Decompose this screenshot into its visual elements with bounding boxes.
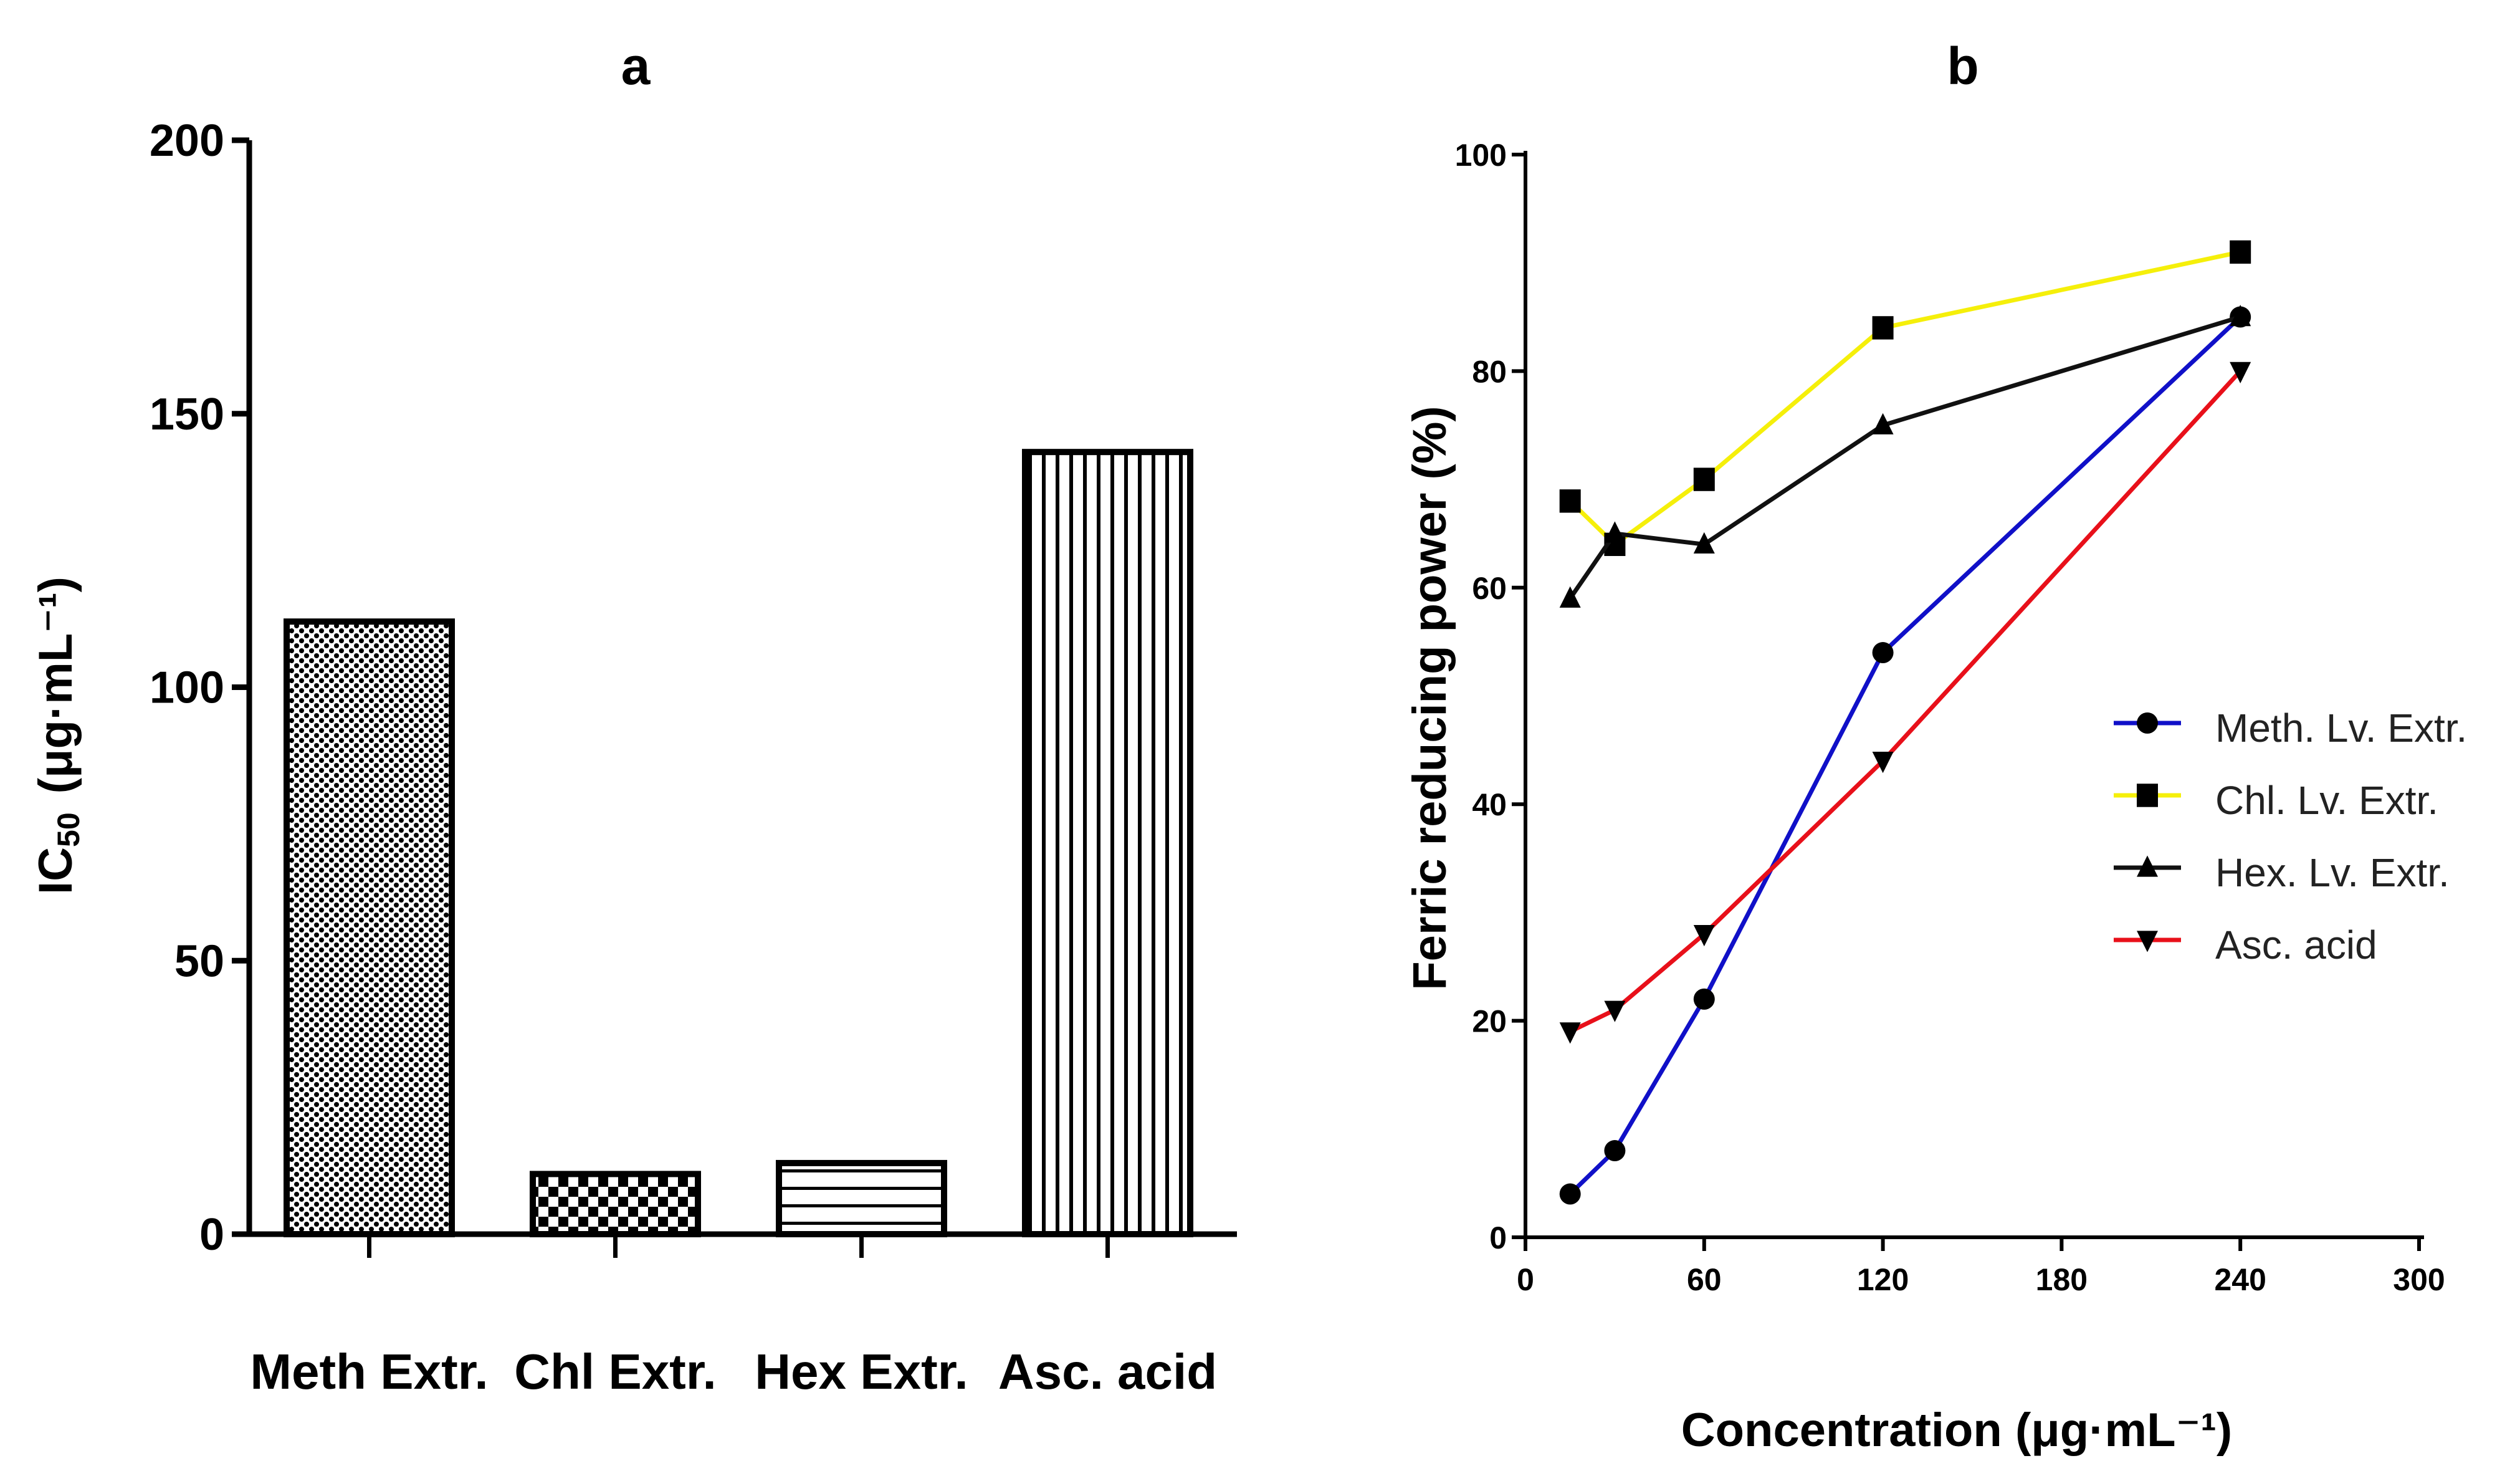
panel-b-y-ticks: 0 20 40 60 80 100 (1455, 138, 1525, 1255)
x-tick-label: 120 (1857, 1262, 1909, 1297)
data-point-triangle-down (1693, 924, 1715, 947)
ylabel-main: IC (29, 847, 82, 894)
panel-a-label: a (621, 37, 651, 95)
y-tick-label: 40 (1472, 787, 1507, 822)
panel-a-y-axis-title: IC50 (μg·mL⁻¹) (29, 577, 86, 894)
ylabel-units: (μg·mL⁻¹) (29, 577, 82, 793)
data-point-circle (1559, 1183, 1581, 1205)
y-tick-label: 50 (174, 936, 224, 986)
legend-item: Asc. acid (2114, 923, 2377, 967)
bar (1022, 449, 1193, 1237)
series-line (1568, 249, 2241, 547)
ylabel-subscript: 50 (51, 812, 86, 847)
y-tick-label: 200 (150, 116, 224, 166)
data-point-triangle-up (1559, 586, 1581, 608)
y-tick-label: 0 (1489, 1220, 1507, 1255)
category-label: Chl Extr. (514, 1344, 717, 1399)
panel-b-label: b (1947, 37, 1978, 95)
series-asc-acid (1559, 362, 2251, 1044)
data-point-circle (1872, 642, 1894, 664)
category-label: Meth Extr. (250, 1344, 488, 1399)
panel-b-series (1559, 240, 2251, 1205)
series-line (1568, 315, 2242, 1196)
y-tick-label: 80 (1472, 354, 1507, 389)
data-point-triangle-down (1604, 1000, 1626, 1022)
data-point-triangle-down (1872, 752, 1894, 774)
data-point-triangle-up (1604, 521, 1626, 543)
panel-b-x-ticks: 0 60 120 180 240 300 (1517, 1237, 2445, 1297)
x-tick-label: 240 (2214, 1262, 2266, 1297)
data-point-square (2230, 240, 2251, 264)
legend-item: Meth. Lv. Extr. (2114, 706, 2467, 750)
panel-a-x-ticks (367, 1234, 1110, 1258)
series-hex-lv-extr (1559, 305, 2251, 608)
bar (776, 1159, 947, 1238)
legend-label: Meth. Lv. Extr. (2215, 706, 2467, 750)
data-point-triangle-down (2137, 931, 2158, 952)
x-tick-label: 60 (1687, 1262, 1722, 1297)
data-point-triangle-up (1693, 532, 1715, 554)
series-line (1568, 315, 2241, 600)
y-tick-label: 60 (1472, 571, 1507, 606)
category-label: Hex Extr. (755, 1344, 968, 1399)
data-point-triangle-up (2230, 305, 2251, 327)
data-point-square (1559, 489, 1581, 513)
y-tick-label: 150 (150, 390, 224, 439)
legend-label: Chl. Lv. Extr. (2215, 778, 2438, 823)
x-tick-label: 180 (2036, 1262, 2088, 1297)
panel-a-y-ticks: 0 50 100 150 200 (150, 116, 249, 1260)
series-meth-lv-extr (1559, 306, 2251, 1205)
y-tick-label: 100 (1455, 138, 1507, 173)
data-point-circle (2137, 712, 2158, 734)
category-label: Asc. acid (998, 1344, 1217, 1399)
y-tick-label: 100 (150, 663, 224, 713)
panel-b-x-axis-title: Concentration (μg·mL⁻¹) (1681, 1404, 2233, 1457)
data-point-triangle-down (1559, 1022, 1581, 1044)
data-point-triangle-up (1872, 413, 1894, 434)
panel-a-bars (284, 449, 1193, 1238)
legend-label: Hex. Lv. Extr. (2215, 850, 2450, 895)
series-chl-lv-extr (1559, 240, 2251, 557)
data-point-square (1872, 316, 1894, 340)
data-point-circle (1693, 988, 1715, 1010)
panel-b-legend: Meth. Lv. Extr. Chl. Lv. Extr. Hex. Lv. Ex… (2114, 706, 2467, 967)
y-tick-label: 0 (199, 1210, 224, 1260)
legend-item: Hex. Lv. Extr. (2114, 850, 2450, 895)
x-tick-label: 0 (1517, 1262, 1534, 1297)
legend-item: Chl. Lv. Extr. (2114, 778, 2438, 823)
bar (284, 618, 455, 1237)
panel-a-category-labels: Meth Extr. Chl Extr. Hex Extr. Asc. acid (250, 1344, 1217, 1399)
y-tick-label: 20 (1472, 1004, 1507, 1039)
panel-b-line-chart: b 0 20 40 60 80 100 0 60 120 180 240 300 Concentra… (1403, 37, 2467, 1457)
panel-a-bar-chart: a 0 50 100 150 200 Meth Extr. Chl Extr. Hex Ex… (29, 37, 1237, 1399)
data-point-triangle-down (2230, 362, 2251, 383)
data-point-triangle-up (2137, 855, 2158, 877)
data-point-circle (1604, 1140, 1626, 1162)
bar (530, 1171, 701, 1237)
x-tick-label: 300 (2393, 1262, 2445, 1297)
data-point-square (2137, 784, 2158, 807)
data-point-square (1693, 467, 1715, 491)
legend-label: Asc. acid (2215, 923, 2377, 967)
panel-b-y-axis-title: Ferric reducing power (%) (1403, 406, 1456, 990)
